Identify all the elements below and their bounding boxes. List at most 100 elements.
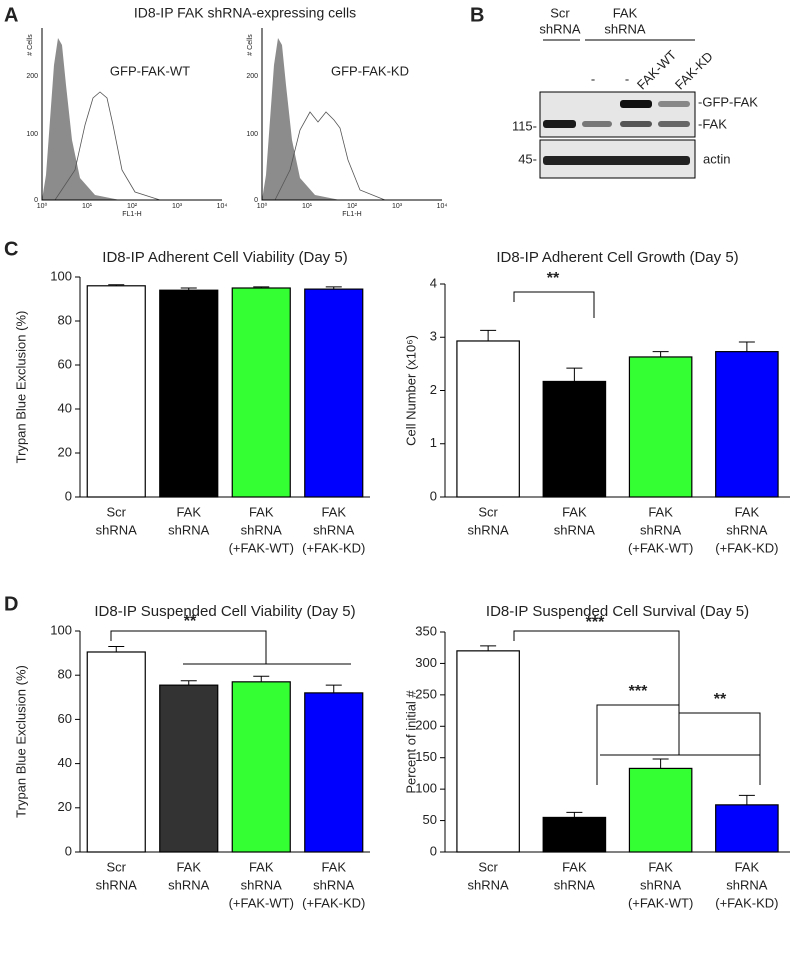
x-tick-label: FAK	[562, 504, 587, 519]
panel-letter: D	[4, 593, 18, 615]
x-axis-label: FL1-H	[342, 211, 361, 218]
histogram: GFP-FAK-KD	[261, 28, 442, 201]
x-tick-label: shRNA	[640, 877, 682, 892]
x-tick-label: 10¹	[302, 203, 313, 210]
x-tick-label: FAK	[648, 859, 673, 874]
x-tick-label: Scr	[478, 859, 498, 874]
x-tick-label: (+FAK-WT)	[628, 540, 693, 555]
y-tick-label: 80	[58, 667, 72, 682]
y-axis-label: Trypan Blue Exclusion (%)	[13, 665, 28, 818]
y-tick-label: 50	[423, 812, 437, 827]
y-tick-label: 1	[430, 435, 437, 450]
significance-bracket	[110, 630, 351, 665]
y-tick-label: 100	[26, 131, 38, 138]
marker-label: 45-	[518, 151, 537, 166]
x-tick-label: (+FAK-WT)	[229, 540, 294, 555]
significance-bracket	[513, 630, 760, 756]
x-tick-label: shRNA	[168, 877, 210, 892]
bar	[456, 340, 520, 498]
bar	[231, 681, 291, 853]
y-tick-label: 60	[58, 356, 72, 371]
bar	[304, 692, 364, 853]
x-tick-label: 10⁰	[257, 202, 268, 210]
bar	[542, 380, 607, 498]
y-tick-label: 0	[254, 197, 258, 204]
x-tick-label: 10¹	[82, 203, 93, 210]
x-tick-label: shRNA	[96, 877, 138, 892]
histogram-fill	[262, 38, 340, 200]
y-axis-label: # Cells	[247, 34, 254, 56]
x-tick-label: FAK	[648, 504, 673, 519]
x-tick-label: 10⁰	[37, 202, 48, 210]
x-tick-label: FAK	[249, 859, 274, 874]
histogram-outline	[54, 91, 161, 201]
bar	[304, 288, 364, 498]
y-tick-label: 350	[415, 623, 437, 638]
axis	[41, 28, 222, 201]
group-label: shRNA	[604, 21, 646, 36]
axis	[79, 631, 370, 853]
x-tick-label: FAK	[562, 859, 587, 874]
bar	[715, 804, 779, 853]
significance-bracket	[679, 712, 761, 785]
y-tick-label: 0	[34, 197, 38, 204]
x-tick-label: shRNA	[554, 522, 596, 537]
x-tick-label: 10³	[172, 203, 183, 210]
bar	[159, 289, 219, 498]
x-tick-label: FAK	[321, 504, 346, 519]
significance-label: ***	[586, 614, 605, 631]
y-tick-label: 4	[430, 275, 437, 290]
band	[543, 120, 576, 128]
bar	[159, 684, 219, 853]
x-tick-label: 10⁴	[217, 203, 228, 210]
lane-label: -	[625, 71, 629, 86]
x-tick-label: shRNA	[313, 522, 355, 537]
y-tick-label: 100	[415, 781, 437, 796]
histogram-outline	[274, 111, 386, 201]
band	[658, 121, 690, 127]
lane-label: FAK-KD	[672, 49, 716, 93]
x-tick-label: shRNA	[726, 877, 768, 892]
x-tick-label: FAK	[321, 859, 346, 874]
y-tick-label: 250	[415, 686, 437, 701]
x-tick-label: shRNA	[168, 522, 210, 537]
blot	[539, 91, 696, 138]
bar	[86, 651, 146, 853]
bar	[86, 285, 146, 498]
band-label: -GFP-FAK	[698, 94, 758, 109]
x-tick-label: FAK	[249, 504, 274, 519]
significance-label: ***	[629, 683, 648, 700]
band-label: -FAK	[698, 116, 727, 131]
x-tick-label: 10⁴	[437, 203, 448, 210]
y-tick-label: 40	[58, 755, 72, 770]
band-label: actin	[703, 151, 730, 166]
chart-title: ID8-IP Adherent Cell Growth (Day 5)	[496, 249, 738, 266]
chart-title: ID8-IP Adherent Cell Viability (Day 5)	[102, 249, 347, 266]
y-tick-label: 300	[415, 655, 437, 670]
group-label: shRNA	[539, 21, 581, 36]
y-axis-label: Percent of initial #	[403, 690, 418, 794]
y-tick-label: 2	[430, 382, 437, 397]
bar	[628, 767, 693, 853]
histogram-fill	[42, 38, 120, 200]
x-tick-label: (+FAK-KD)	[302, 540, 365, 555]
x-tick-label: (+FAK-KD)	[715, 895, 778, 910]
x-tick-label: shRNA	[96, 522, 138, 537]
y-tick-label: 200	[26, 73, 38, 80]
axis	[444, 632, 790, 853]
x-tick-label: shRNA	[468, 522, 510, 537]
y-axis-label: Trypan Blue Exclusion (%)	[13, 311, 28, 464]
panel-letter: B	[470, 4, 484, 26]
axis	[444, 284, 790, 498]
significance-label: **	[547, 270, 560, 287]
x-tick-label: Scr	[107, 504, 127, 519]
band	[543, 156, 690, 165]
bar	[542, 816, 607, 853]
y-tick-label: 3	[430, 329, 437, 344]
x-tick-label: 10²	[347, 203, 358, 210]
bar	[715, 351, 779, 498]
y-tick-label: 60	[58, 711, 72, 726]
x-tick-label: 10³	[392, 203, 403, 210]
y-tick-label: 100	[246, 131, 258, 138]
